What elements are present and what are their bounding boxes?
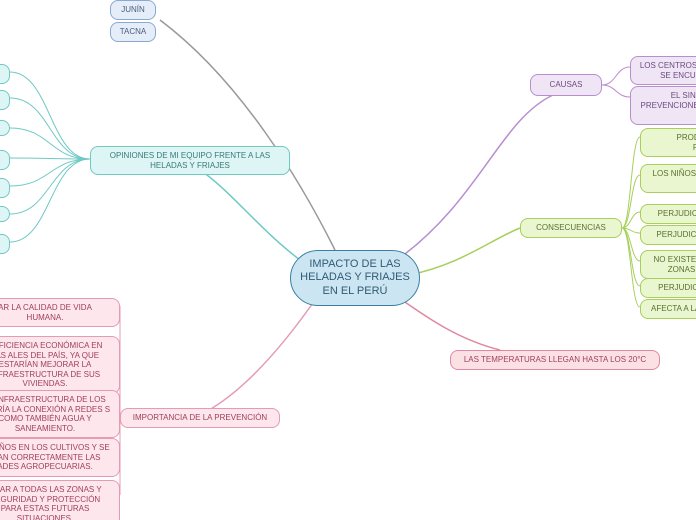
branch-temperaturas[interactable]: LAS TEMPERATURAS LLEGAN HASTA LOS 20°C <box>450 350 660 370</box>
branch-consecuencias-child-4-label: NO EXISTE BUENA INFRAESTRUCTURA ZONAS MÁ… <box>649 255 696 274</box>
branch-opiniones-child-4[interactable]: AS <box>0 178 10 198</box>
branch-causas[interactable]: CAUSAS <box>530 74 602 96</box>
branch-regiones-child-1[interactable]: TACNA <box>110 22 156 42</box>
branch-consecuencias-child-2-label: PERJUDICA A LA GANADERÍA. <box>658 209 696 219</box>
central-node-label: IMPACTO DE LAS HELADAS Y FRIAJES EN EL P… <box>299 258 411 298</box>
branch-importancia-child-2-label: LA INFRAESTRUCTURA DE LOS EGARÍA LA CONE… <box>0 395 111 433</box>
branch-opiniones-child-1[interactable]: ÁS <box>0 90 10 110</box>
branch-importancia-child-2[interactable]: LA INFRAESTRUCTURA DE LOS EGARÍA LA CONE… <box>0 390 120 438</box>
branch-consecuencias-child-0[interactable]: PRODUCE INFECCIONES RESPIRATORIAS <box>640 128 696 157</box>
branch-causas-child-1-label: EL SINAMHI NO BRINDA LAS PREVENCIONES AD… <box>639 91 696 120</box>
branch-opiniones-child-0[interactable]: S <box>0 64 10 84</box>
central-node[interactable]: IMPACTO DE LAS HELADAS Y FRIAJES EN EL P… <box>290 250 420 306</box>
branch-importancia-child-3-label: S DAÑOS EN LOS CULTIVOS Y SE RÍAN CORREC… <box>0 443 111 472</box>
branch-importancia-child-4-label: EGAR A TODAS LAS ZONAS Y SEGURIDAD Y PRO… <box>0 485 111 520</box>
branch-consecuencias-label: CONSECUENCIAS <box>536 223 606 233</box>
branch-opiniones-child-2[interactable] <box>0 120 10 136</box>
branch-importancia-child-3[interactable]: S DAÑOS EN LOS CULTIVOS Y SE RÍAN CORREC… <box>0 438 120 477</box>
branch-regiones-child-0-label: JUNÍN <box>121 5 145 15</box>
branch-importancia-child-4[interactable]: EGAR A TODAS LAS ZONAS Y SEGURIDAD Y PRO… <box>0 480 120 520</box>
branch-consecuencias-child-0-label: PRODUCE INFECCIONES RESPIRATORIAS <box>649 133 696 152</box>
branch-consecuencias-child-5-label: PERJUDICA A LOS CULTIVOS. <box>658 283 696 293</box>
branch-importancia-child-0-label: AR LA CALIDAD DE VIDA HUMANA. <box>0 303 111 322</box>
branch-regiones-child-1-label: TACNA <box>120 27 147 37</box>
branch-importancia-child-0[interactable]: AR LA CALIDAD DE VIDA HUMANA. <box>0 298 120 327</box>
branch-consecuencias-child-2[interactable]: PERJUDICA A LA GANADERÍA. <box>640 204 696 224</box>
branch-regiones-child-0[interactable]: JUNÍN <box>110 0 156 20</box>
branch-consecuencias[interactable]: CONSECUENCIAS <box>520 218 622 238</box>
branch-importancia-child-1-label: DEFICIENCIA ECONÓMICA EN LAS ALES DEL PA… <box>0 341 111 389</box>
branch-opiniones-child-3[interactable]: Y A <box>0 150 10 170</box>
branch-causas-child-1[interactable]: EL SINAMHI NO BRINDA LAS PREVENCIONES AD… <box>630 86 696 125</box>
branch-opiniones-child-6[interactable]: DA <box>0 234 10 254</box>
branch-causas-child-0-label: LOS CENTROS DE ATENCIÓN MÉDICA NO SE ENC… <box>639 61 696 80</box>
branch-importancia-label: IMPORTANCIA DE LA PREVENCIÓN <box>133 413 267 423</box>
branch-importancia-child-1[interactable]: DEFICIENCIA ECONÓMICA EN LAS ALES DEL PA… <box>0 336 120 394</box>
branch-opiniones-label: OPINIONES DE MI EQUIPO FRENTE A LAS HELA… <box>99 151 281 170</box>
branch-opiniones[interactable]: OPINIONES DE MI EQUIPO FRENTE A LAS HELA… <box>90 146 290 175</box>
branch-consecuencias-child-6[interactable]: AFECTA A LA PRODUCCIÓN DE LECHE <box>640 299 696 319</box>
branch-consecuencias-child-5[interactable]: PERJUDICA A LOS CULTIVOS. <box>640 278 696 298</box>
branch-causas-child-0[interactable]: LOS CENTROS DE ATENCIÓN MÉDICA NO SE ENC… <box>630 56 696 85</box>
branch-consecuencias-child-1-label: LOS NIÑOS MENORES DE 5 AÑOS NO ACCESO A <box>649 169 696 188</box>
branch-consecuencias-child-6-label: AFECTA A LA PRODUCCIÓN DE LECHE <box>651 304 696 314</box>
branch-causas-label: CAUSAS <box>550 80 583 90</box>
branch-importancia[interactable]: IMPORTANCIA DE LA PREVENCIÓN <box>120 408 280 428</box>
branch-consecuencias-child-3[interactable]: PERJUDICA LA AGRICULTURA. <box>640 225 696 245</box>
branch-consecuencias-child-3-label: PERJUDICA LA AGRICULTURA. <box>656 230 696 240</box>
branch-temperaturas-label: LAS TEMPERATURAS LLEGAN HASTA LOS 20°C <box>464 355 646 365</box>
mindmap-canvas: IMPACTO DE LAS HELADAS Y FRIAJES EN EL P… <box>0 0 696 520</box>
branch-consecuencias-child-4[interactable]: NO EXISTE BUENA INFRAESTRUCTURA ZONAS MÁ… <box>640 250 696 279</box>
branch-opiniones-child-5[interactable] <box>0 206 10 222</box>
branch-consecuencias-child-1[interactable]: LOS NIÑOS MENORES DE 5 AÑOS NO ACCESO A <box>640 164 696 193</box>
